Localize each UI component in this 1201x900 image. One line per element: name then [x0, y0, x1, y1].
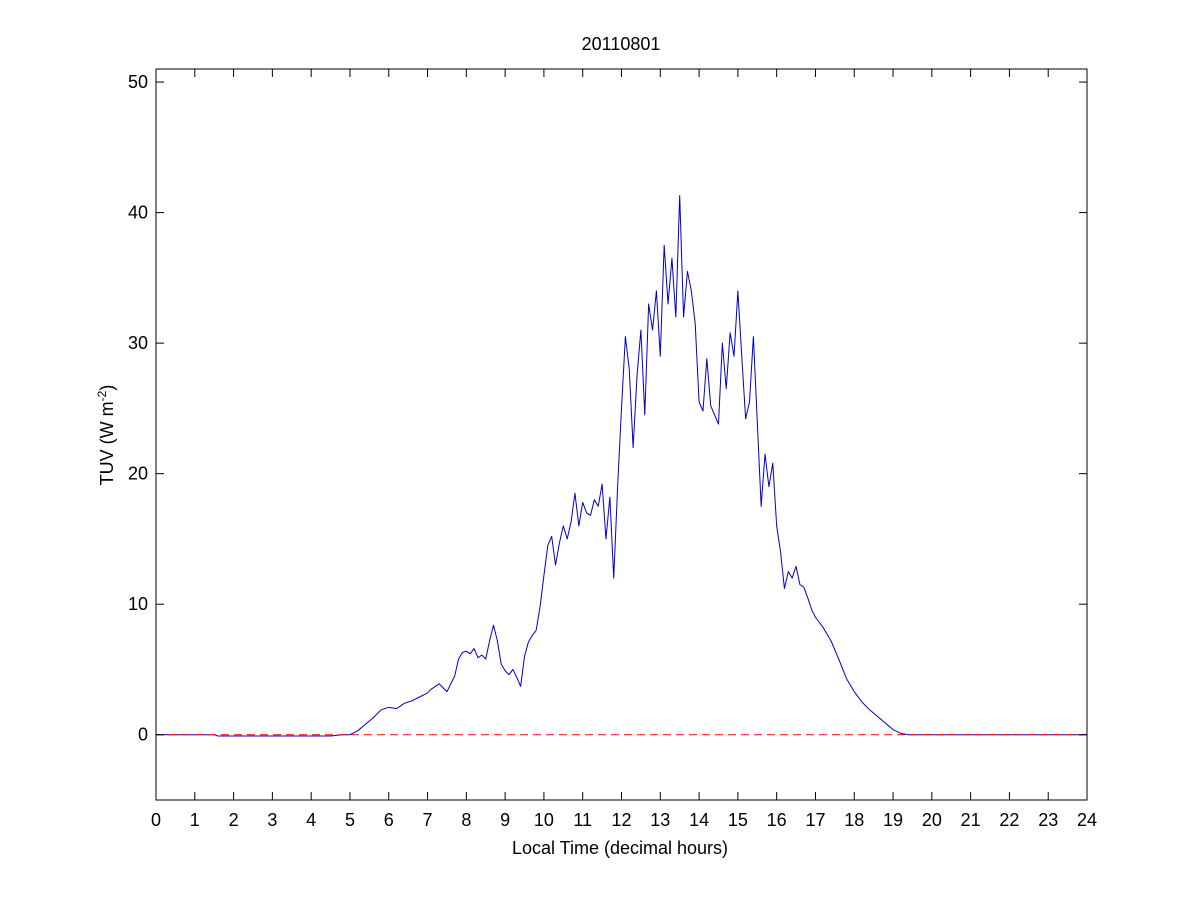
x-axis-label: Local Time (decimal hours) — [512, 838, 728, 858]
x-tick-label: 7 — [423, 810, 433, 830]
x-tick-label: 13 — [650, 810, 670, 830]
x-tick-label: 10 — [534, 810, 554, 830]
x-tick-label: 11 — [573, 810, 592, 830]
tick-layer: 0 1 2 3 4 5 6 7 8 9 10 11 12 13 14 15 16 17 18 19 20 21 22 23 24… — [128, 69, 1097, 830]
x-tick-label: 21 — [961, 810, 981, 830]
x-tick-label: 17 — [805, 810, 825, 830]
x-tick-label: 22 — [999, 810, 1019, 830]
x-tick-label: 20 — [922, 810, 942, 830]
x-tick-label: 8 — [461, 810, 471, 830]
axes-box — [155, 68, 1088, 801]
y-tick-label: 20 — [128, 464, 148, 484]
x-tick-label: 1 — [190, 810, 200, 830]
chart-title: 20110801 — [582, 34, 661, 54]
x-tick-label: 2 — [229, 810, 239, 830]
plot-area — [156, 69, 1087, 800]
x-tick-label: 9 — [500, 810, 510, 830]
y-tick-label: 30 — [128, 333, 148, 353]
x-tick-label: 16 — [767, 810, 787, 830]
x-tick-label: 24 — [1077, 810, 1097, 830]
y-tick-label: 40 — [128, 203, 148, 223]
y-tick-label: 50 — [128, 72, 148, 92]
x-tick-label: 12 — [611, 810, 631, 830]
series-layer — [156, 195, 1087, 737]
x-tick-label: 23 — [1038, 810, 1058, 830]
y-axis-label-main: TUV (W m — [97, 401, 117, 485]
x-tick-label: 14 — [689, 810, 709, 830]
x-tick-label: 0 — [151, 810, 161, 830]
x-tick-label: 15 — [728, 810, 748, 830]
y-axis-label: TUV (W m-2) — [95, 385, 117, 486]
y-axis-label-tail: ) — [97, 385, 117, 391]
x-tick-label: 19 — [883, 810, 903, 830]
series-line-tuv — [156, 195, 1087, 737]
y-axis-label-superscript: -2 — [95, 390, 109, 401]
x-tick-label: 4 — [306, 810, 316, 830]
x-tick-label: 5 — [345, 810, 355, 830]
y-tick-label: 10 — [128, 594, 148, 614]
y-tick-label: 0 — [138, 725, 148, 745]
x-tick-label: 18 — [844, 810, 864, 830]
x-tick-label: 6 — [384, 810, 394, 830]
x-tick-label: 3 — [267, 810, 277, 830]
